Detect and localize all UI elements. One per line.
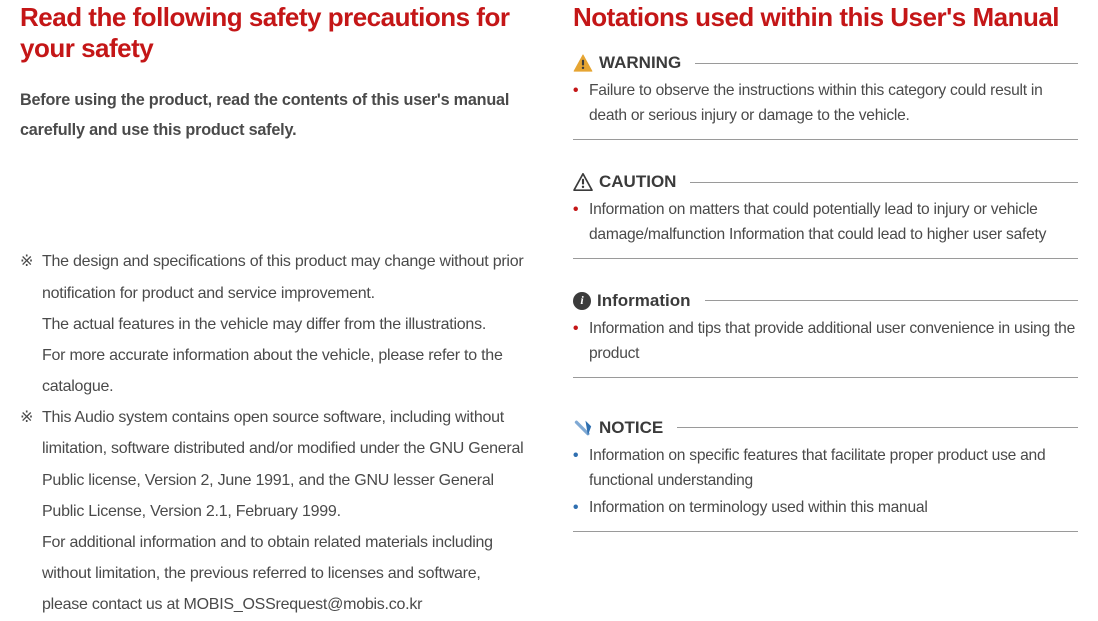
section-information: i Information • Information and tips tha… [573,291,1078,378]
caution-bullet-1: • Information on matters that could pote… [573,198,1078,248]
bullet-mark-icon: • [573,317,589,367]
rule [695,63,1078,64]
right-column: Notations used within this User's Manual… [573,2,1078,621]
warning-bullet-1: • Failure to observe the instructions wi… [573,79,1078,129]
warning-title: WARNING [599,53,681,73]
rule [705,300,1079,301]
rule [690,182,1078,183]
section-notice-head: NOTICE [573,418,1078,438]
note-1: ※ The design and specifications of this … [20,246,525,402]
warning-body: • Failure to observe the instructions wi… [573,79,1078,129]
bullet-mark-icon: • [573,444,589,494]
notice-icon [573,419,593,437]
rule [573,531,1078,532]
note-2-body: This Audio system contains open source s… [42,402,525,620]
right-heading: Notations used within this User's Manual [573,2,1078,33]
left-heading: Read the following safety precautions fo… [20,2,525,64]
section-warning-head: WARNING [573,53,1078,73]
notice-body: • Information on specific features that … [573,444,1078,521]
section-information-head: i Information [573,291,1078,311]
notice-bullet-2: • Information on terminology used within… [573,496,1078,521]
notice-bullet-2-text: Information on terminology used within t… [589,496,1078,521]
info-letter: i [573,292,591,310]
note-2-p1: This Audio system contains open source s… [42,402,525,527]
left-column: Read the following safety precautions fo… [20,2,525,621]
rule [573,258,1078,259]
note-1-body: The design and specifications of this pr… [42,246,525,402]
note-symbol: ※ [20,402,42,620]
bullet-mark-icon: • [573,79,589,129]
information-bullet-1-text: Information and tips that provide additi… [589,317,1078,367]
left-intro: Before using the product, read the conte… [20,86,525,146]
warning-bullet-1-text: Failure to observe the instructions with… [589,79,1078,129]
note-2: ※ This Audio system contains open source… [20,402,525,620]
information-icon: i [573,292,591,310]
notice-bullet-1: • Information on specific features that … [573,444,1078,494]
caution-body: • Information on matters that could pote… [573,198,1078,248]
section-notice: NOTICE • Information on specific feature… [573,418,1078,532]
caution-icon [573,173,593,191]
section-caution: CAUTION • Information on matters that co… [573,172,1078,259]
rule [677,427,1078,428]
rule [573,377,1078,378]
notice-bullet-1-text: Information on specific features that fa… [589,444,1078,494]
section-caution-head: CAUTION [573,172,1078,192]
information-title: Information [597,291,691,311]
warning-icon [573,54,593,72]
rule [573,139,1078,140]
notes-block: ※ The design and specifications of this … [20,246,525,620]
note-1-p1: The design and specifications of this pr… [42,246,525,308]
caution-bullet-1-text: Information on matters that could potent… [589,198,1078,248]
section-warning: WARNING • Failure to observe the instruc… [573,53,1078,140]
information-body: • Information and tips that provide addi… [573,317,1078,367]
note-symbol: ※ [20,246,42,402]
note-1-p3: For more accurate information about the … [42,340,525,402]
note-2-p2: For additional information and to obtain… [42,527,525,621]
page-columns: Read the following safety precautions fo… [20,2,1078,621]
bullet-mark-icon: • [573,496,589,521]
note-1-p2: The actual features in the vehicle may d… [42,309,525,340]
information-bullet-1: • Information and tips that provide addi… [573,317,1078,367]
caution-title: CAUTION [599,172,676,192]
notice-title: NOTICE [599,418,663,438]
bullet-mark-icon: • [573,198,589,248]
